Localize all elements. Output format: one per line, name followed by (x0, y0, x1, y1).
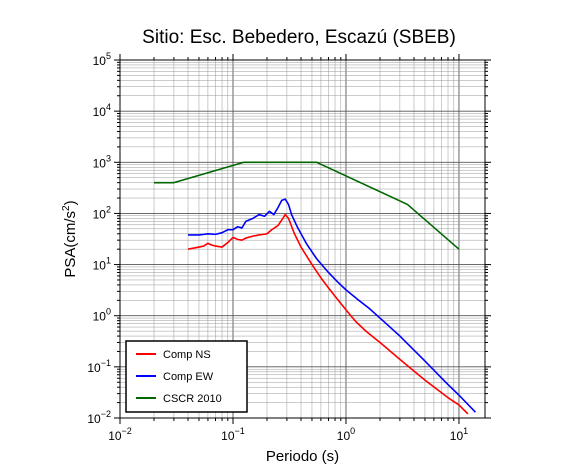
y-tick-label-exponent: −1 (101, 358, 111, 368)
x-tick-label-exponent: 0 (350, 426, 355, 436)
y-tick-label-base: 10 (93, 156, 107, 170)
x-tick-label: 101 (450, 426, 468, 443)
legend-label-cscr: CSCR 2010 (163, 393, 222, 405)
y-tick-label: 102 (93, 204, 111, 221)
y-tick-label-exponent: 5 (106, 51, 111, 61)
legend-label-ns: Comp NS (163, 349, 211, 361)
chart-grid (119, 59, 485, 419)
x-tick-label: 10−1 (221, 426, 245, 443)
y-axis-label-close: ) (62, 200, 79, 205)
y-tick-label-exponent: 2 (106, 204, 111, 214)
x-tick-label-base: 10 (221, 429, 235, 443)
y-tick-label: 101 (93, 256, 111, 273)
y-axis-label-sup: 2 (61, 205, 72, 211)
y-axis-label: PSA(cm/s2) (61, 200, 79, 277)
x-axis-label: Periodo (s) (266, 448, 339, 465)
y-tick-label: 100 (93, 307, 111, 324)
legend-label-ew: Comp EW (163, 371, 214, 383)
x-tick-labels: 10−2 10−1 100 101 (108, 426, 468, 443)
y-tick-label-base: 10 (93, 259, 107, 273)
y-tick-label: 10−2 (87, 409, 111, 426)
series-line-ns (187, 213, 469, 415)
x-tick-label-exponent: 1 (463, 426, 468, 436)
y-tick-label-base: 10 (93, 105, 107, 119)
y-tick-label-base: 10 (87, 361, 101, 375)
y-tick-label-base: 10 (87, 412, 101, 426)
series-line-cscr (154, 161, 460, 250)
x-tick-label-base: 10 (108, 429, 122, 443)
y-tick-label-exponent: 1 (106, 256, 111, 266)
x-tick-label-base: 10 (450, 429, 464, 443)
y-tick-label: 103 (93, 153, 111, 170)
axis-ticks (114, 54, 491, 424)
x-tick-label-exponent: −2 (122, 426, 132, 436)
plot-frame (119, 59, 486, 419)
chart-title: Sitio: Esc. Bebedero, Escazú (SBEB) (142, 27, 456, 48)
y-axis-label-base: PSA(cm/s (62, 211, 79, 278)
x-tick-label-base: 10 (337, 429, 351, 443)
y-tick-label: 105 (93, 51, 111, 68)
x-tick-label: 10−2 (108, 426, 132, 443)
y-tick-label: 104 (93, 102, 111, 119)
series-line-ew (188, 198, 477, 413)
y-tick-label-exponent: −2 (101, 409, 111, 419)
y-tick-label-base: 10 (93, 207, 107, 221)
x-tick-label-exponent: −1 (235, 426, 245, 436)
legend: Comp NS Comp EW CSCR 2010 (125, 340, 248, 413)
y-tick-label-base: 10 (93, 54, 107, 68)
y-tick-label: 10−1 (87, 358, 111, 375)
y-tick-label-exponent: 4 (106, 102, 111, 112)
y-tick-label-exponent: 3 (106, 153, 111, 163)
y-tick-label-exponent: 0 (106, 307, 111, 317)
x-tick-label: 100 (337, 426, 355, 443)
y-tick-label-base: 10 (93, 310, 107, 324)
series-layer (154, 161, 477, 415)
